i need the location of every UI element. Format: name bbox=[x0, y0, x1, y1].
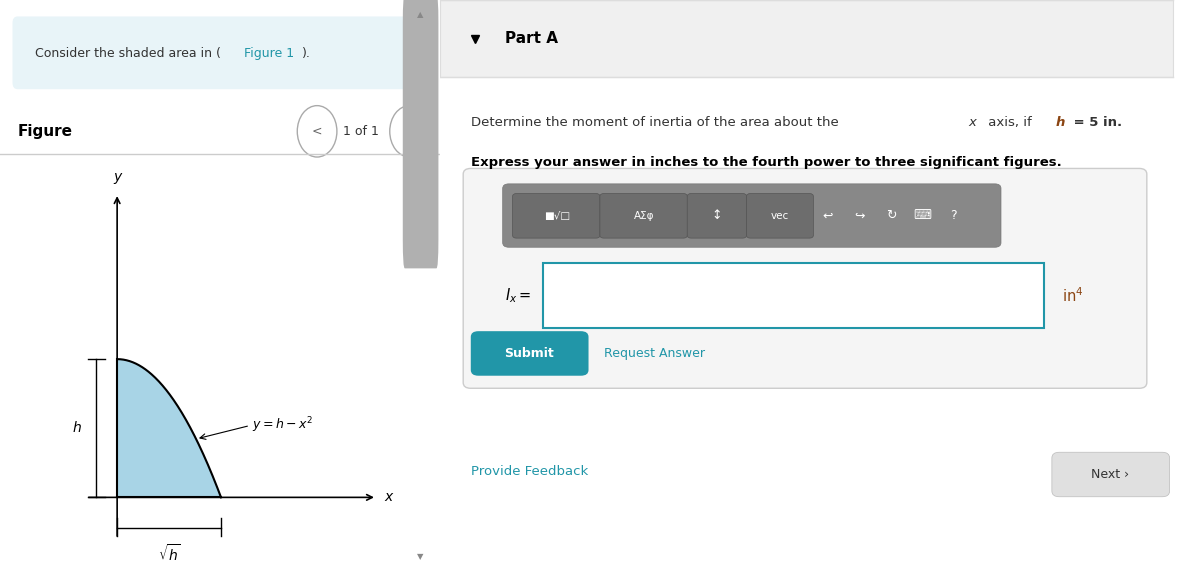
Text: in$^4$: in$^4$ bbox=[1062, 286, 1084, 304]
Text: Provide Feedback: Provide Feedback bbox=[470, 465, 588, 477]
Text: ▼: ▼ bbox=[418, 552, 424, 561]
Text: Request Answer: Request Answer bbox=[604, 347, 704, 360]
Text: Figure 1: Figure 1 bbox=[245, 47, 294, 59]
Text: ▲: ▲ bbox=[418, 10, 424, 19]
Text: Express your answer in inches to the fourth power to three significant figures.: Express your answer in inches to the fou… bbox=[470, 156, 1062, 169]
Polygon shape bbox=[118, 359, 221, 497]
Text: <: < bbox=[312, 125, 323, 138]
Text: x: x bbox=[968, 116, 976, 129]
Text: y: y bbox=[113, 170, 121, 183]
Text: x: x bbox=[384, 490, 392, 504]
Text: ↕: ↕ bbox=[712, 210, 722, 222]
FancyBboxPatch shape bbox=[542, 263, 1044, 328]
FancyBboxPatch shape bbox=[1052, 452, 1170, 497]
FancyBboxPatch shape bbox=[463, 168, 1147, 388]
FancyBboxPatch shape bbox=[688, 194, 746, 238]
Text: ↻: ↻ bbox=[886, 210, 896, 222]
Text: ↪: ↪ bbox=[854, 210, 865, 222]
Text: h: h bbox=[72, 421, 80, 435]
Text: ↩: ↩ bbox=[822, 210, 833, 222]
Text: Figure: Figure bbox=[18, 124, 73, 139]
FancyBboxPatch shape bbox=[512, 194, 600, 238]
Text: vec: vec bbox=[770, 211, 790, 221]
Text: = 5 in.: = 5 in. bbox=[1069, 116, 1122, 129]
Text: h: h bbox=[1056, 116, 1066, 129]
Text: >: > bbox=[404, 125, 415, 138]
Text: Part A: Part A bbox=[505, 31, 558, 46]
Text: Determine the moment of inertia of the area about the: Determine the moment of inertia of the a… bbox=[470, 116, 842, 129]
FancyBboxPatch shape bbox=[746, 194, 814, 238]
Text: $y = h - x^2$: $y = h - x^2$ bbox=[252, 416, 313, 435]
Text: Submit: Submit bbox=[504, 347, 554, 360]
Text: AΣφ: AΣφ bbox=[634, 211, 654, 221]
Text: ⌨: ⌨ bbox=[913, 210, 931, 222]
Text: axis, if: axis, if bbox=[984, 116, 1036, 129]
Text: $I_x =$: $I_x =$ bbox=[505, 286, 532, 304]
Text: ?: ? bbox=[950, 210, 956, 222]
Text: ).: ). bbox=[301, 47, 311, 59]
Text: $\sqrt{h}$: $\sqrt{h}$ bbox=[157, 543, 180, 564]
FancyBboxPatch shape bbox=[403, 0, 438, 268]
Text: Consider the shaded area in (: Consider the shaded area in ( bbox=[35, 47, 221, 59]
FancyBboxPatch shape bbox=[440, 0, 1174, 77]
Text: Next ›: Next › bbox=[1091, 468, 1129, 481]
FancyBboxPatch shape bbox=[13, 17, 427, 89]
Text: ■√□: ■√□ bbox=[544, 211, 570, 221]
FancyBboxPatch shape bbox=[600, 194, 688, 238]
Text: 1 of 1: 1 of 1 bbox=[343, 125, 379, 138]
FancyBboxPatch shape bbox=[470, 331, 588, 376]
FancyBboxPatch shape bbox=[503, 184, 1001, 247]
